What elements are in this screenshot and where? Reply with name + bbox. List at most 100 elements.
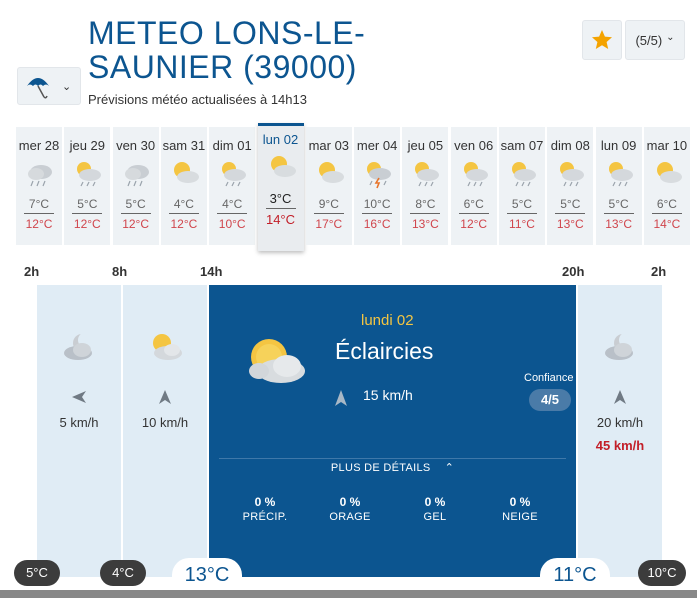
sun-cloud-rain-icon: [512, 162, 536, 187]
rating-dropdown[interactable]: (5/5) ⌄: [625, 20, 685, 60]
temp-max: 12°C: [25, 217, 53, 231]
day-name: sam 07: [500, 138, 544, 153]
divider: [458, 213, 489, 214]
wind-arrow-icon: [72, 391, 86, 403]
sun-cloud-icon: [153, 334, 182, 360]
moon-cloud-icon: [605, 332, 635, 360]
divider: [217, 213, 248, 214]
temp-max: 10°C: [218, 217, 246, 231]
divider: [410, 213, 441, 214]
more-details-button[interactable]: PLUS DE DÉTAILS ⌃: [209, 461, 576, 474]
temp-min: 6°C: [656, 197, 677, 211]
stat-label: NEIGE: [502, 511, 538, 523]
chevron-down-icon: ⌄: [62, 80, 72, 93]
stat-value: 0 %: [254, 495, 276, 509]
temp-min: 4°C: [222, 197, 243, 211]
period-evening[interactable]: 20 km/h 45 km/h: [578, 285, 662, 577]
sun-cloud-icon: [318, 162, 344, 183]
temp-bubble: 4°C: [100, 560, 146, 586]
divider: [313, 213, 344, 214]
day-tab[interactable]: jeu 29 5°C 12°C: [64, 127, 111, 245]
confidence-badge: 4/5: [529, 389, 571, 411]
stat-precip: 0 % PRÉCIP.: [225, 495, 305, 523]
cloud-rain-icon: [124, 165, 149, 187]
more-details-label: PLUS DE DÉTAILS: [330, 462, 431, 474]
temp-min: 4°C: [173, 197, 194, 211]
bottom-bar: [0, 590, 697, 598]
cloud-rain-icon: [28, 165, 52, 187]
divider: [555, 213, 586, 214]
detail-condition: Éclaircies: [335, 338, 434, 364]
divider: [507, 213, 537, 214]
umbrella-icon: [27, 78, 49, 99]
temp-max: 13°C: [556, 217, 584, 231]
day-tab[interactable]: dim 01 4°C 10°C: [209, 127, 256, 245]
day-name: dim 01: [212, 138, 252, 153]
period-morning[interactable]: 10 km/h: [123, 285, 207, 577]
storm-icon: [367, 162, 392, 189]
wind-arrow-icon: [335, 390, 347, 406]
day-tab[interactable]: mer 28 7°C 12°C: [16, 127, 62, 245]
day-name: lun 02: [262, 132, 299, 147]
day-name: mer 28: [18, 138, 60, 153]
detail-wind-speed: 15 km/h: [363, 387, 413, 403]
day-name: mar 10: [646, 138, 688, 153]
favorite-button[interactable]: [582, 20, 622, 60]
day-name: sam 31: [162, 138, 206, 153]
chevron-up-icon: ⌃: [444, 462, 455, 474]
temp-max: 12°C: [170, 217, 198, 231]
wind-arrow-icon: [159, 390, 171, 404]
day-tab[interactable]: mer 04 10°C 16°C: [354, 127, 401, 245]
stat-label: GEL: [423, 511, 447, 523]
temp-min: 5°C: [77, 197, 98, 211]
temp-min: 3°C: [269, 191, 292, 206]
day-name: lun 09: [600, 138, 637, 153]
day-tab[interactable]: lun 09 5°C 13°C: [595, 127, 642, 245]
divider: [72, 213, 103, 214]
temp-max: 13°C: [411, 217, 439, 231]
divider: [265, 208, 296, 209]
sun-cloud-icon: [173, 162, 199, 183]
day-tab[interactable]: sam 31 4°C 12°C: [160, 127, 207, 245]
day-tab[interactable]: sam 07 5°C 11°C: [499, 127, 545, 245]
moon-cloud-icon: [64, 332, 94, 360]
day-tab[interactable]: dim 08 5°C 13°C: [547, 127, 594, 245]
divider: [362, 213, 393, 214]
sun-cloud-icon: [270, 156, 296, 177]
period-night[interactable]: 5 km/h: [37, 285, 121, 577]
day-tab[interactable]: jeu 05 8°C 13°C: [402, 127, 449, 245]
temp-max: 12°C: [460, 217, 488, 231]
day-name: ven 30: [116, 138, 156, 153]
temp-max: 14°C: [653, 217, 681, 231]
day-tab[interactable]: ven 30 5°C 12°C: [112, 127, 159, 245]
temp-max: 17°C: [315, 217, 343, 231]
stat-value: 0 %: [339, 495, 361, 509]
temp-min: 7°C: [28, 197, 50, 211]
page-title: METEO LONS-LE-SAUNIER (39000): [88, 15, 366, 85]
sun-cloud-rain-icon: [415, 162, 440, 187]
wind-speed: 20 km/h: [596, 415, 644, 430]
sun-cloud-rain-icon: [463, 162, 488, 187]
temp-min: 6°C: [463, 197, 484, 211]
temp-bubble-highlight: 11°C: [540, 558, 610, 592]
sun-cloud-rain-icon: [77, 162, 102, 187]
wind-speed: 10 km/h: [141, 415, 189, 430]
day-tab[interactable]: ven 06 6°C 12°C: [450, 127, 497, 245]
location-menu-button[interactable]: ⌄: [17, 67, 81, 105]
day-name: mer 04: [356, 138, 398, 153]
stat-label: PRÉCIP.: [242, 511, 288, 523]
wind-arrow-icon: [614, 390, 626, 404]
hour-label: 20h: [562, 264, 585, 279]
day-name: jeu 29: [69, 138, 105, 153]
temp-bubble: 10°C: [638, 560, 686, 586]
stat-value: 0 %: [509, 495, 531, 509]
day-tab[interactable]: lun 02 3°C 14°C: [257, 123, 304, 251]
temp-max: 12°C: [73, 217, 101, 231]
hour-label: 14h: [200, 264, 223, 279]
day-tab[interactable]: mar 03 9°C 17°C: [305, 127, 352, 245]
detail-day: lundi 02: [361, 312, 414, 329]
day-name: jeu 05: [407, 138, 444, 153]
stat-label: ORAGE: [329, 511, 371, 523]
day-tab[interactable]: mar 10 6°C 14°C: [643, 127, 690, 245]
temp-max: 11°C: [509, 217, 535, 231]
